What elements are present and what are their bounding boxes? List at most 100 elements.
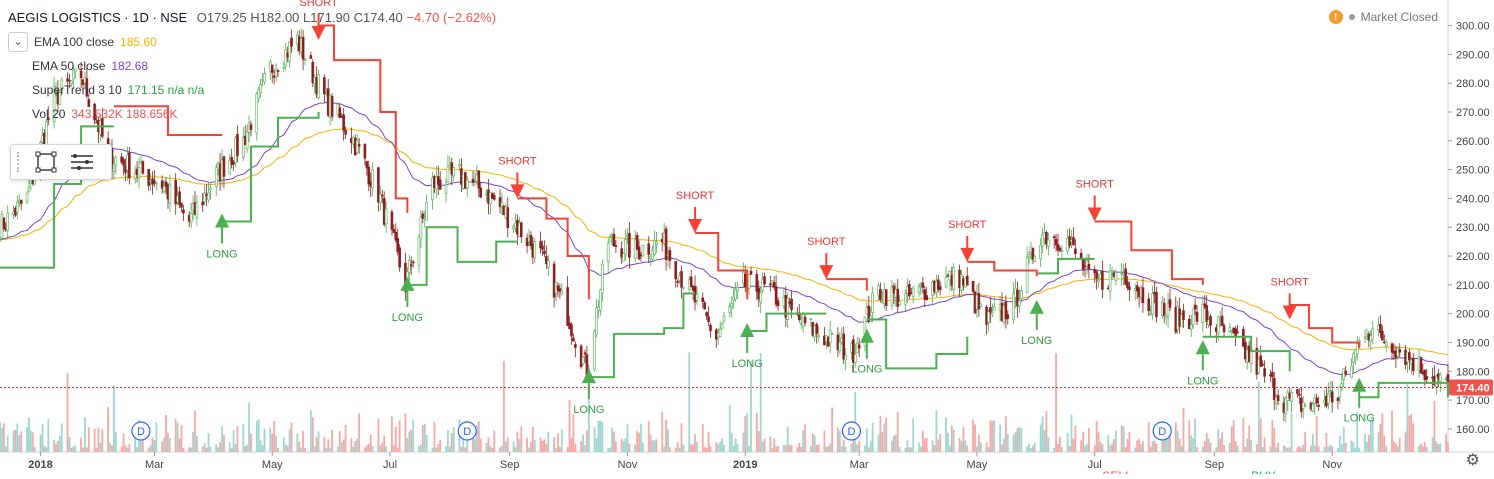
volume-bar <box>663 446 666 452</box>
long-signal-label: LONG <box>573 404 604 416</box>
candle-body <box>539 241 542 248</box>
dividend-marker[interactable] <box>841 421 862 441</box>
volume-bar <box>124 445 127 452</box>
chevron-down-icon[interactable]: ⌄ <box>8 32 28 52</box>
candle-body <box>937 279 940 290</box>
candle-body <box>1012 293 1015 321</box>
volume-bar <box>1431 436 1434 452</box>
dividend-marker[interactable] <box>457 421 477 441</box>
volume-bar <box>1060 447 1063 452</box>
volume-bar <box>207 433 210 452</box>
volume-bar <box>972 419 974 452</box>
volume-bar <box>842 440 845 452</box>
volume-bar <box>1155 443 1158 452</box>
candle-body <box>1180 314 1183 328</box>
drawing-toolbox[interactable] <box>10 144 112 180</box>
candle-body <box>797 313 801 321</box>
volume-bar <box>947 432 949 452</box>
volume-bar <box>33 447 36 452</box>
volume-bar <box>53 439 55 452</box>
candle-body <box>695 294 699 301</box>
candle-body <box>112 163 116 172</box>
candle-body <box>60 79 64 94</box>
volume-bar <box>31 432 34 452</box>
volume-bar <box>1194 418 1196 452</box>
volume-bar <box>383 435 386 452</box>
volume-bar <box>626 424 629 452</box>
dividend-marker-label: D <box>137 426 145 438</box>
indicator-ema50[interactable]: EMA 50 close 182.68 <box>8 54 496 78</box>
time-tick-label: Mar <box>850 459 869 471</box>
volume-bar <box>377 418 380 452</box>
volume-bar <box>85 447 88 452</box>
volume-bar <box>802 430 805 452</box>
volume-bar <box>1163 429 1166 452</box>
candle-body <box>209 187 212 191</box>
volume-bar <box>41 424 44 452</box>
volume-bar <box>1408 415 1411 452</box>
candle-body <box>147 168 150 186</box>
time-tick-label: May <box>967 459 988 471</box>
candle-body <box>444 184 448 194</box>
candle-body <box>421 213 425 219</box>
candle-body <box>1189 324 1193 330</box>
volume-bar <box>1057 443 1059 452</box>
volume-bar <box>869 440 872 452</box>
indicator-supertrend[interactable]: SuperTrend 3 10 171.15 n/a n/a <box>8 78 496 102</box>
volume-bar <box>773 438 776 452</box>
candle-body <box>500 202 504 207</box>
candle-body <box>1187 318 1191 329</box>
indicator-ema100[interactable]: ⌄ EMA 100 close 185.60 <box>8 30 496 54</box>
volume-bar <box>1367 435 1370 452</box>
volume-bar <box>12 430 15 452</box>
dividend-marker[interactable] <box>131 421 151 441</box>
long-signal-arrow <box>740 322 755 337</box>
candle-body <box>1168 299 1172 308</box>
volume-bar <box>1304 431 1307 452</box>
volume-bar <box>309 410 312 452</box>
candle-body <box>749 270 753 275</box>
candle-body <box>257 89 261 99</box>
warning-icon[interactable]: ! <box>1328 10 1343 24</box>
candle-body <box>1081 259 1085 270</box>
drag-handle[interactable] <box>17 152 23 172</box>
candle-body <box>255 93 259 134</box>
indicator-volume[interactable]: Vol 20 343.532K 188.656K <box>8 102 496 126</box>
volume-bar <box>1041 416 1044 452</box>
volume-bar <box>155 422 158 452</box>
volume-bar <box>462 436 465 452</box>
candle-body <box>93 103 96 121</box>
volume-bar <box>261 445 264 452</box>
volume-bar <box>989 420 992 452</box>
dividend-marker[interactable] <box>1152 421 1172 441</box>
volume-bar <box>421 425 424 452</box>
volume-bar <box>493 430 496 452</box>
volume-bar <box>445 446 447 452</box>
volume-bar <box>1234 441 1237 452</box>
volume-bar <box>396 447 399 452</box>
candle-body <box>1296 389 1299 394</box>
volume-bar <box>974 424 976 452</box>
candle-body <box>612 233 616 247</box>
volume-bar <box>1219 438 1222 452</box>
volume-bar <box>912 418 915 452</box>
candle-body <box>180 203 183 208</box>
volume-bar <box>1101 443 1104 452</box>
volume-bar <box>290 422 293 452</box>
time-tick-label: 2019 <box>733 459 757 471</box>
volume-bar <box>394 426 397 452</box>
menu-icon[interactable] <box>69 149 95 175</box>
volume-bar <box>1412 423 1415 452</box>
volume-bar <box>1406 383 1409 452</box>
candle-body <box>222 156 226 177</box>
volume-bar <box>757 431 760 452</box>
supertrend-down-line <box>967 260 1038 277</box>
volume-bar <box>194 411 196 452</box>
candle-body <box>1263 368 1266 377</box>
volume-bar <box>921 430 924 452</box>
rectangle-icon[interactable] <box>33 149 59 175</box>
gear-icon[interactable]: ⚙ <box>1465 452 1480 469</box>
volume-bar <box>950 425 953 452</box>
